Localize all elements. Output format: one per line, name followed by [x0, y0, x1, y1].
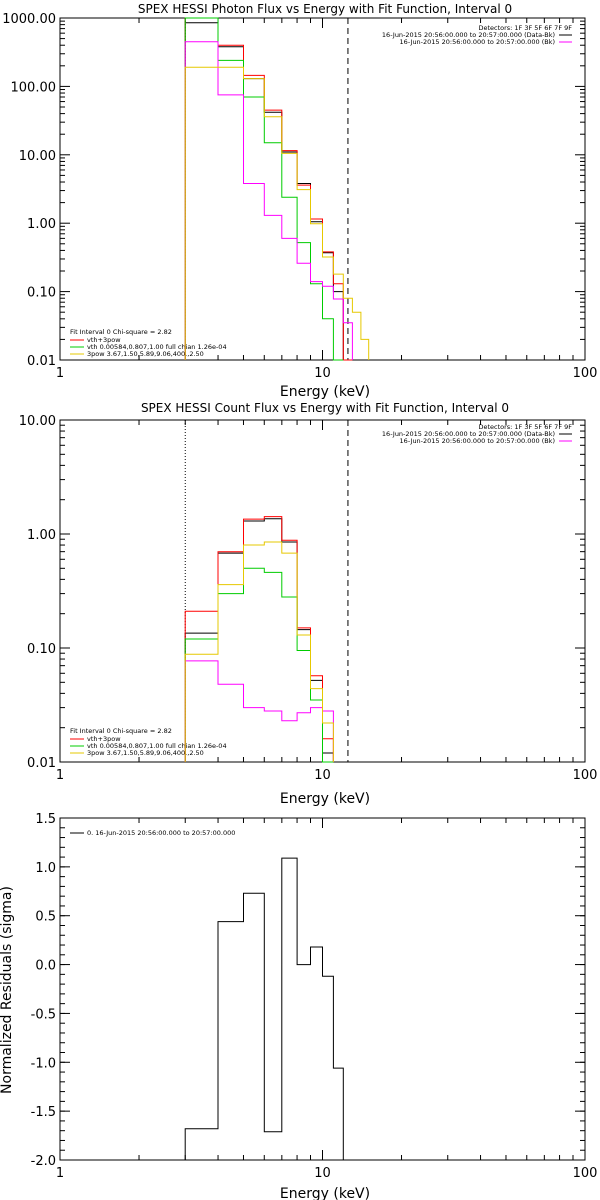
legend-fit-3pow: 3pow 3.67,1.50,5.89,9.06,400.,2.50 [87, 350, 204, 358]
x-axis-label: Energy (keV) [280, 791, 370, 807]
y-tick-label: 0.5 [35, 910, 56, 925]
y-tick-label: -1.5 [31, 1105, 56, 1120]
y-tick-label: 100.00 [11, 80, 57, 95]
legend-fit-vth: vth 0.00584,0.807,1.00 full chian 1.26e-… [87, 742, 227, 750]
legend-detectors: Detectors: 1F 3F 5F 6F 7F 9F [478, 423, 572, 431]
y-tick-label: -0.5 [31, 1007, 56, 1022]
legend-fit-vth: vth 0.00584,0.807,1.00 full chian 1.26e-… [87, 343, 227, 351]
y-tick-label: 1.5 [35, 812, 56, 827]
legend-fit-total: vth+3pow [87, 735, 121, 743]
x-tick-label: 1 [56, 1166, 64, 1181]
chart-title: SPEX HESSI Count Flux vs Energy with Fit… [141, 401, 509, 415]
y-tick-label: 1.00 [27, 528, 56, 543]
y-tick-label: 10.00 [19, 414, 56, 429]
legend-entry-bk: 16-Jun-2015 20:56:00.000 to 20:57:00.000… [400, 38, 555, 46]
x-tick-label: 1 [56, 366, 64, 381]
legend-entry-bk: 16-Jun-2015 20:56:00.000 to 20:57:00.000… [400, 437, 555, 445]
series-line-4 [184, 541, 334, 762]
series-line-4 [184, 66, 370, 360]
legend-entry-data: 16-Jun-2015 20:56:00.000 to 20:57:00.000… [382, 430, 555, 438]
photon-flux-chart: SPEX HESSI Photon Flux vs Energy with Fi… [2, 2, 597, 400]
legend-entry-data: 16-Jun-2015 20:56:00.000 to 20:57:00.000… [382, 31, 555, 39]
y-tick-label: 0.0 [35, 959, 56, 974]
series-line-0 [184, 857, 344, 1160]
y-tick-label: 0.10 [27, 642, 56, 657]
y-tick-label: 1.00 [27, 217, 56, 232]
y-tick-label: 0.10 [27, 286, 56, 301]
x-tick-label: 100 [573, 768, 598, 783]
series-line-0 [184, 518, 334, 762]
series-line-1 [184, 17, 353, 361]
x-tick-label: 10 [314, 1166, 331, 1181]
series-line-2 [184, 567, 334, 763]
y-tick-label: 0.01 [27, 756, 56, 771]
y-tick-label: -2.0 [31, 1154, 56, 1169]
y-tick-label: 1.0 [35, 861, 56, 876]
series-line-0 [184, 22, 353, 361]
legend-fit: Fit Interval 0 Chi-square = 2.82 [70, 328, 172, 336]
count-flux-chart: SPEX HESSI Count Flux vs Energy with Fit… [19, 401, 598, 807]
x-tick-label: 10 [314, 768, 331, 783]
y-tick-label: 0.01 [27, 354, 56, 369]
x-tick-label: 10 [314, 366, 331, 381]
y-tick-label: 1000.00 [2, 12, 56, 27]
y-tick-label: -1.0 [31, 1056, 56, 1071]
x-axis-label: Energy (keV) [280, 384, 370, 400]
x-axis-label: Energy (keV) [280, 1186, 370, 1200]
x-tick-label: 100 [573, 366, 598, 381]
legend-fit-total: vth+3pow [87, 336, 121, 344]
legend-fit: Fit Interval 0 Chi-square = 2.82 [70, 727, 172, 735]
x-tick-label: 1 [56, 768, 64, 783]
y-tick-label: 10.00 [19, 149, 56, 164]
series-line-1 [184, 516, 334, 762]
residuals-chart: Energy (keV) Normalized Residuals (sigma… [0, 812, 597, 1200]
y-axis-label: Normalized Residuals (sigma) [0, 886, 15, 1094]
x-tick-label: 100 [573, 1166, 598, 1181]
legend-fit-3pow: 3pow 3.67,1.50,5.89,9.06,400.,2.50 [87, 749, 204, 757]
series-line-3 [184, 41, 353, 360]
plot-frame [59, 817, 586, 1161]
legend-residual: 0. 16-Jun-2015 20:56:00.000 to 20:57:00.… [87, 829, 235, 837]
chart-title: SPEX HESSI Photon Flux vs Energy with Fi… [138, 2, 512, 16]
legend-detectors: Detectors: 1F 3F 5F 6F 7F 9F [478, 24, 572, 32]
